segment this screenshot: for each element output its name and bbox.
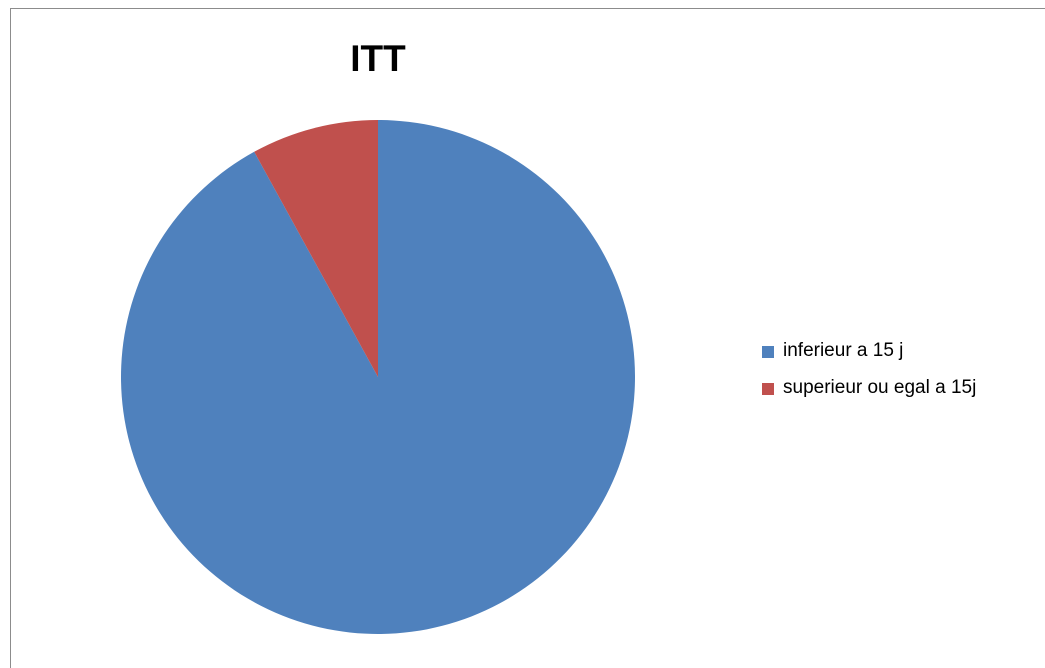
- pie-slice-superieur: [254, 120, 378, 377]
- chart-area: [10, 8, 1045, 668]
- chart-title: ITT: [350, 38, 406, 79]
- legend-swatch-superieur: [762, 383, 774, 395]
- legend-label-superieur: superieur ou egal a 15j: [783, 377, 977, 398]
- legend-swatch-inferieur: [762, 346, 774, 358]
- legend-label-inferieur: inferieur a 15 j: [783, 340, 904, 361]
